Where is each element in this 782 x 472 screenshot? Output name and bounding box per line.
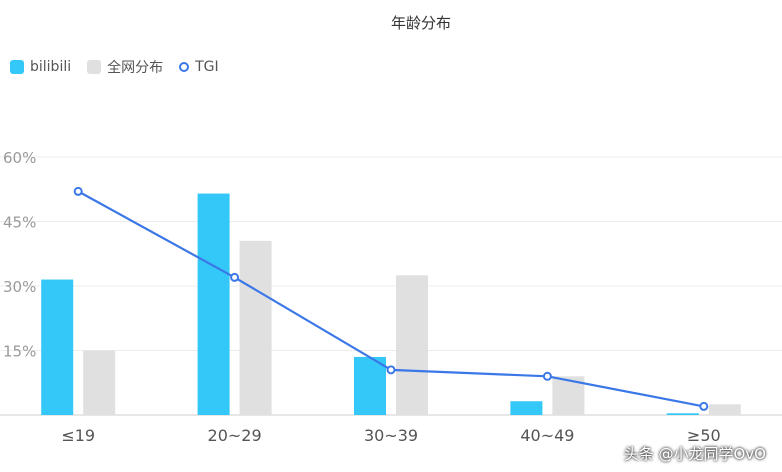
tgi-point: [542, 371, 552, 381]
bar-overall: [396, 275, 428, 415]
legend-swatch-overall: [87, 60, 102, 74]
tgi-point: [699, 401, 709, 411]
x-tick-label: ≤19: [61, 426, 95, 445]
x-tick-label: 30~39: [364, 426, 418, 445]
bar-overall: [708, 404, 741, 415]
tgi-point: [73, 186, 83, 196]
bar-overall: [83, 350, 116, 415]
bar-bilibili: [666, 413, 699, 415]
legend: bilibili 全网分布 TGI: [10, 57, 219, 77]
bar-bilibili: [197, 193, 230, 415]
y-tick-label: 45%: [3, 214, 36, 232]
tgi-point: [386, 365, 396, 375]
legend-item-overall[interactable]: 全网分布: [87, 57, 163, 77]
legend-label-overall: 全网分布: [107, 60, 164, 76]
x-tick-label: ≥50: [687, 426, 721, 445]
legend-label-tgi: TGI: [195, 59, 219, 75]
x-tick-label: 20~29: [208, 426, 262, 445]
bar-bilibili: [354, 356, 386, 415]
tgi-point: [230, 272, 240, 282]
chart-title: 年龄分布: [390, 14, 451, 32]
y-tick-label: 30%: [3, 278, 36, 296]
x-tick-label: 40~49: [520, 426, 574, 445]
y-tick-label: 15%: [3, 343, 36, 361]
legend-swatch-tgi: [179, 62, 190, 72]
y-tick-label: 60%: [3, 149, 36, 167]
legend-label-bilibili: bilibili: [30, 59, 72, 75]
bar-bilibili: [41, 279, 74, 415]
legend-item-tgi[interactable]: TGI: [179, 59, 219, 75]
bar-overall: [239, 240, 272, 415]
legend-item-bilibili[interactable]: bilibili: [10, 59, 71, 75]
bar-bilibili: [510, 401, 543, 415]
watermark: 头条 @小龙同学OvO: [623, 445, 766, 463]
legend-swatch-bilibili: [10, 60, 24, 74]
